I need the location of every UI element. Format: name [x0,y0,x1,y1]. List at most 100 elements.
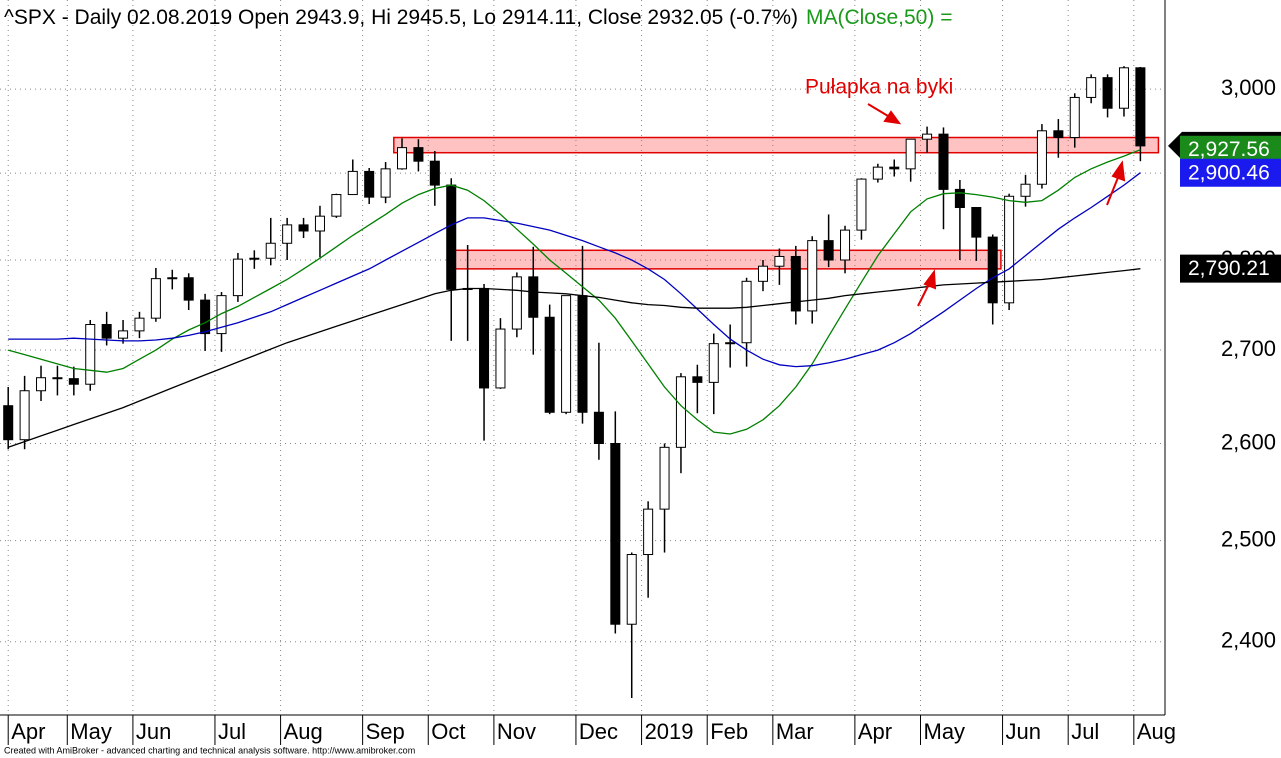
annotation: Pułapka na byki [805,76,953,99]
y-tick-label: 3,000 [1221,75,1276,100]
grid [0,0,1165,715]
candle-body [692,376,703,383]
candle-body [905,138,916,170]
candle-body [544,316,555,413]
candle-body [659,446,670,510]
candle-body [429,160,440,186]
x-tick-label: Jul [1071,719,1099,744]
candle-body [708,343,719,383]
candle-body [643,508,654,556]
candle-body [1020,183,1031,197]
candle-body [922,133,933,140]
x-tick-label: Mar [776,719,814,744]
candle-body [68,378,79,385]
candle-body [52,377,63,380]
candle-body [200,299,211,335]
price-box-label: 2,790.21 [1188,257,1270,280]
price-box-label: 2,900.46 [1188,161,1270,184]
y-tick-label: 2,500 [1221,526,1276,551]
price-box [1180,135,1281,164]
title-ma: MA(Close,50) = [806,6,952,29]
arrows [867,103,1126,307]
candle-body [380,168,391,198]
candle-body [1086,77,1097,98]
y-tick-label: 2,600 [1221,429,1276,454]
candle-body [577,295,588,413]
candle-body [856,178,867,231]
ma-line [7,268,1141,448]
candle-body [396,147,408,170]
arrow-head [923,269,937,290]
ma-line [8,149,1141,435]
candle-body [167,277,178,280]
ma-line [8,172,1141,368]
chart-title: ^SPX - Daily 02.08.2019 Open 2943.9, Hi … [4,6,952,29]
candle-body [774,255,785,267]
x-tick-label: May [70,719,112,744]
candle-body [757,265,769,282]
candle-body [3,405,14,441]
candle-body [101,324,112,339]
candle-body [872,166,883,180]
candle-body [1004,195,1015,304]
x-tick-label: Feb [710,719,748,744]
candle-body [807,240,818,312]
footer: Created with AmiBroker - advanced charti… [4,745,415,755]
candle-body [725,342,736,345]
arrow-head [1111,160,1126,182]
candle-body [36,377,47,392]
candle-body [495,328,506,389]
candle-body [1118,67,1129,109]
candle-body [610,443,621,625]
candle-body [626,554,637,625]
x-tick-label: Aug [284,719,323,744]
x-tick-label: Jun [136,719,171,744]
candle-body [347,170,358,196]
x-tick-label: Oct [431,719,465,744]
candle-body [118,330,129,339]
candle-body [1135,67,1146,147]
candle-body [954,188,965,209]
x-tick-label: Nov [497,719,536,744]
ma-lines [7,149,1141,448]
candle-body [134,317,145,332]
candle-body [446,184,457,290]
candle-body [593,411,604,445]
candle-body [85,324,96,385]
candle-body [511,276,522,330]
price-boxes: 2,932.052,927.562,900.462,790.21 [1168,131,1281,283]
candle-body [331,194,342,217]
x-tick-label: Apr [11,719,45,744]
candle-body [183,277,194,301]
candle-body [249,257,260,260]
candle-body [741,280,752,344]
x-tick-label: Jun [1006,719,1041,744]
zones [393,136,1160,270]
candle-body [823,240,834,261]
candle-body [790,255,801,312]
x-tick-label: Apr [858,719,892,744]
candle-body [987,236,998,304]
candle-body [314,215,325,232]
candle-body [265,242,276,259]
price-box [1180,158,1281,187]
candle-body [1036,130,1047,185]
x-tick-label: Dec [579,719,618,744]
zone [447,249,1002,270]
candle-body [364,170,375,198]
candle-body [1102,77,1113,109]
title-text: ^SPX - Daily 02.08.2019 Open 2943.9, Hi … [4,6,798,29]
zone [393,136,1160,154]
candle-body [938,133,949,190]
candle-body [971,207,982,238]
candle-body [561,295,572,413]
candle-body [1069,96,1080,139]
x-tick-label: May [924,719,966,744]
candle-body [232,258,243,297]
x-tick-label: 2019 [645,719,694,744]
x-tick-label: Jul [218,719,246,744]
price-box [1180,254,1281,283]
